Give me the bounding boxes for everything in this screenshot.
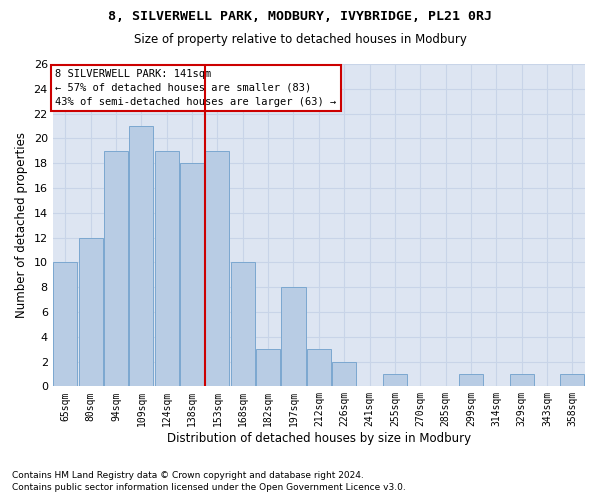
Text: Contains public sector information licensed under the Open Government Licence v3: Contains public sector information licen… xyxy=(12,484,406,492)
Y-axis label: Number of detached properties: Number of detached properties xyxy=(15,132,28,318)
Text: 8 SILVERWELL PARK: 141sqm
← 57% of detached houses are smaller (83)
43% of semi-: 8 SILVERWELL PARK: 141sqm ← 57% of detac… xyxy=(55,69,337,107)
Bar xyxy=(307,349,331,387)
Bar xyxy=(79,238,103,386)
Bar xyxy=(130,126,154,386)
Text: 8, SILVERWELL PARK, MODBURY, IVYBRIDGE, PL21 0RJ: 8, SILVERWELL PARK, MODBURY, IVYBRIDGE, … xyxy=(108,10,492,23)
Bar xyxy=(281,287,305,386)
Bar xyxy=(205,151,229,386)
X-axis label: Distribution of detached houses by size in Modbury: Distribution of detached houses by size … xyxy=(167,432,471,445)
Bar xyxy=(509,374,533,386)
Bar xyxy=(104,151,128,386)
Text: Size of property relative to detached houses in Modbury: Size of property relative to detached ho… xyxy=(134,32,466,46)
Bar xyxy=(231,262,255,386)
Bar xyxy=(383,374,407,386)
Bar xyxy=(560,374,584,386)
Bar xyxy=(155,151,179,386)
Bar xyxy=(256,349,280,387)
Bar xyxy=(459,374,483,386)
Bar xyxy=(180,163,204,386)
Text: Contains HM Land Registry data © Crown copyright and database right 2024.: Contains HM Land Registry data © Crown c… xyxy=(12,471,364,480)
Bar xyxy=(53,262,77,386)
Bar xyxy=(332,362,356,386)
